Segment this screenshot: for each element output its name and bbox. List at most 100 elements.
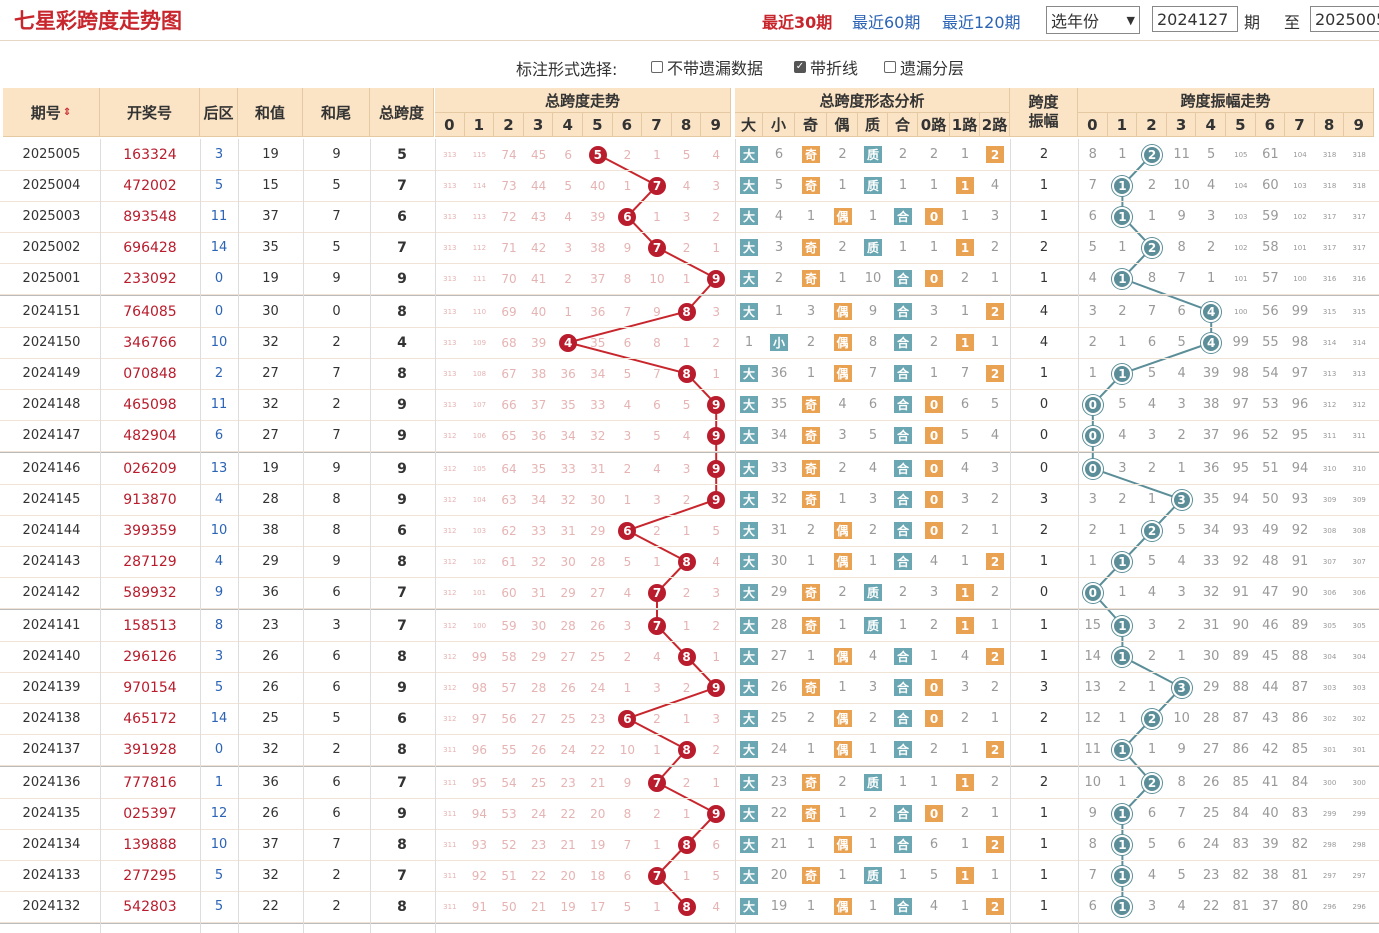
amp-miss-cell: 308 — [1352, 526, 1366, 535]
amp-ball: 1 — [1112, 803, 1133, 824]
amp-miss-cell: 2 — [1088, 335, 1097, 350]
shape-tag: 大 — [740, 491, 758, 508]
recent-60-button[interactable]: 最近60期 — [852, 13, 921, 32]
shape-miss-cell: 1 — [990, 806, 1000, 821]
sort-icon[interactable]: ⇕ — [62, 106, 72, 118]
column-divider — [238, 139, 239, 933]
column-divider — [1078, 139, 1079, 933]
trend-miss-cell: 2 — [623, 147, 632, 162]
option-no-missing-data[interactable]: 不带遗漏数据 — [651, 55, 763, 79]
shape-col-header: 大 — [735, 113, 763, 137]
span-cell: 7 — [397, 774, 407, 791]
trend-miss-cell: 26 — [530, 742, 547, 757]
tail-cell: 8 — [332, 523, 341, 538]
row-divider — [0, 546, 1379, 547]
trend-miss-cell: 9 — [623, 775, 632, 790]
shape-miss-cell: 2 — [806, 335, 816, 350]
tail-cell: 3 — [332, 618, 341, 633]
trend-miss-cell: 311 — [443, 840, 457, 849]
amp-digit-header: 6 — [1255, 113, 1286, 137]
trend-miss-cell: 65 — [501, 428, 517, 443]
checkbox-unchecked-icon[interactable] — [884, 61, 896, 73]
trend-miss-cell: 59 — [501, 618, 517, 633]
issue-cell: 2024134 — [22, 837, 81, 852]
amp-ball: 1 — [1112, 834, 1133, 855]
shape-miss-cell: 2 — [898, 585, 908, 600]
row-divider — [0, 608, 1379, 609]
amp-miss-cell: 26 — [1202, 775, 1220, 790]
sum-cell: 22 — [262, 899, 279, 914]
amp-miss-cell: 5 — [1118, 397, 1127, 412]
amp-miss-cell: 311 — [1322, 431, 1337, 440]
shape-col-header: 质 — [858, 113, 888, 137]
tail-cell: 6 — [332, 806, 341, 821]
shape-tag: 大 — [740, 460, 758, 477]
amp-miss-cell: 1 — [1118, 147, 1127, 162]
back-cell: 2 — [214, 366, 224, 381]
shape-miss-cell: 6 — [929, 837, 939, 852]
shape-miss-cell: 1 — [838, 618, 847, 633]
trend-ball: 9 — [707, 269, 726, 288]
checkbox-checked-icon[interactable]: ✓ — [794, 61, 806, 73]
shape-tag: 0 — [925, 710, 943, 727]
back-cell: 5 — [214, 178, 224, 193]
trend-miss-cell: 4 — [653, 461, 661, 476]
trend-miss-cell: 54 — [501, 775, 517, 790]
issue-header[interactable]: 期号 ⇕ — [3, 88, 100, 137]
draw-number-cell: 465098 — [123, 396, 177, 413]
checkbox-unchecked-icon[interactable] — [651, 61, 663, 73]
to-issue-input[interactable]: 2025005 — [1310, 6, 1379, 32]
amp-ball: 1 — [1112, 175, 1133, 196]
trend-miss-cell: 44 — [530, 178, 547, 193]
shape-miss-cell: 2 — [838, 585, 847, 600]
amp-miss-cell: 36 — [1202, 461, 1220, 476]
trend-miss-cell: 1 — [682, 868, 691, 883]
trend-miss-cell: 35 — [590, 335, 606, 350]
amp-cell: 2 — [1039, 240, 1049, 255]
trend-miss-cell: 3 — [712, 585, 720, 600]
amp-miss-cell: 98 — [1291, 335, 1309, 350]
year-select[interactable]: 选年份 ▼ — [1046, 6, 1140, 34]
trend-miss-cell: 313 — [443, 307, 457, 316]
option-label: 不带遗漏数据 — [667, 59, 764, 78]
shape-miss-cell: 2 — [868, 523, 878, 538]
back-cell: 6 — [214, 428, 224, 443]
row-divider — [0, 922, 1379, 923]
amp-miss-cell: 309 — [1352, 495, 1366, 504]
amp-miss-cell: 52 — [1262, 428, 1279, 443]
trend-miss-cell: 36 — [590, 304, 606, 319]
shape-miss-cell: 6 — [868, 397, 878, 412]
option-missing-layers[interactable]: 遗漏分层 — [884, 55, 964, 79]
column-divider — [1010, 139, 1011, 933]
from-issue-input[interactable]: 2024127 — [1152, 6, 1238, 32]
amp-miss-cell: 313 — [1322, 369, 1337, 378]
trend-miss-cell: 1 — [682, 271, 691, 286]
amp-miss-cell: 95 — [1232, 461, 1250, 476]
issue-cell: 2024143 — [22, 554, 81, 569]
trend-miss-cell: 107 — [472, 400, 487, 409]
shape-tag: 合 — [894, 303, 912, 320]
issue-cell: 2025001 — [22, 271, 81, 286]
issue-cell: 2024145 — [22, 492, 81, 507]
back-cell: 11 — [210, 209, 228, 224]
recent-120-button[interactable]: 最近120期 — [942, 13, 1021, 32]
trend-ball: 4 — [559, 333, 578, 352]
amp-miss-cell: 296 — [1352, 902, 1366, 911]
trend-miss-cell: 74 — [501, 147, 517, 162]
back-header: 后区 — [200, 88, 238, 137]
amp-miss-cell: 305 — [1322, 621, 1337, 630]
amp-miss-cell: 5 — [1177, 523, 1186, 538]
sum-cell: 26 — [262, 806, 279, 821]
amp-miss-cell: 306 — [1352, 588, 1366, 597]
amp-miss-cell: 95 — [1291, 428, 1309, 443]
amp-ball: 1 — [1112, 363, 1133, 384]
option-with-line[interactable]: ✓ 带折线 — [794, 55, 858, 79]
trend-miss-cell: 3 — [682, 461, 691, 476]
amp-miss-cell: 2 — [1177, 618, 1186, 633]
trend-miss-cell: 73 — [501, 178, 517, 193]
recent-30-button[interactable]: 最近30期 — [762, 13, 833, 32]
shape-tag: 奇 — [802, 617, 820, 634]
shape-tag: 大 — [740, 679, 758, 696]
amp-miss-cell: 9 — [1177, 742, 1186, 757]
shape-tag: 奇 — [802, 460, 820, 477]
